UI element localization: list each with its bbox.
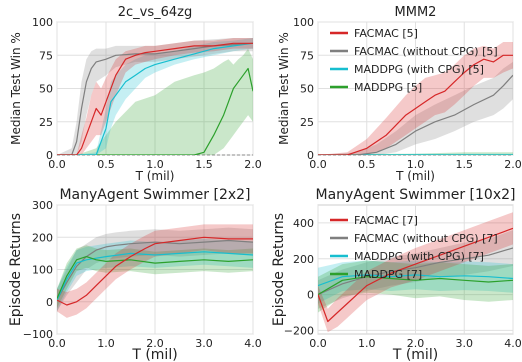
band-facmac	[318, 212, 513, 333]
y-tick-label: 200	[293, 253, 314, 266]
y-tick-label: 0	[46, 149, 53, 162]
x-axis-label: T (mil)	[135, 169, 175, 183]
chart-title: 2c_vs_64zg	[118, 5, 193, 20]
y-tick-label: 400	[293, 217, 314, 230]
series-group	[57, 224, 253, 318]
y-tick-label: 100	[32, 264, 53, 277]
band-maddpg_cpg	[318, 260, 513, 304]
x-axis-label: T (mil)	[131, 347, 177, 362]
x-tick-label: 0.0	[309, 337, 327, 350]
band-facmac	[57, 38, 253, 155]
band-maddpg	[57, 48, 253, 155]
y-tick-label: 50	[39, 83, 53, 96]
y-tick-label: 300	[32, 199, 53, 212]
legend: FACMAC [7] FACMAC (without CPG) [7] MADDPG…	[330, 214, 498, 281]
line-facmac_no_cpg	[57, 239, 253, 301]
y-tick-label: 100	[293, 16, 314, 29]
y-axis-label: Episode Returns	[271, 213, 287, 326]
line-facmac_no_cpg	[318, 247, 513, 296]
legend-label-maddpg_cpg: MADDPG (with CPG) [5]	[354, 63, 484, 76]
legend-label-facmac_no_cpg: FACMAC (without CPG) [5]	[354, 45, 498, 58]
line-maddpg	[57, 256, 253, 299]
line-facmac	[318, 54, 513, 155]
x-tick-label: 4.0	[504, 337, 522, 350]
x-tick-label: 1.0	[146, 158, 164, 171]
x-tick-label: 0.0	[309, 158, 327, 171]
x-tick-label: 0.5	[358, 158, 376, 171]
x-tick-label: 0.0	[48, 158, 66, 171]
x-tick-label: 2.0	[407, 337, 425, 350]
y-tick-label: 75	[39, 49, 53, 62]
panel-2c-vs-64zg: 0.0 0.5 1.0 1.5 2.0 0 25 50 75 100 2c_vs_64zg T (mi…	[9, 5, 262, 183]
x-tick-label: 2.0	[244, 158, 262, 171]
series-group	[57, 38, 253, 155]
band-facmac_no_cpg	[318, 61, 513, 155]
x-tick-label: 2.0	[504, 158, 522, 171]
y-tick-label: 25	[300, 116, 314, 129]
x-tick-label: 2.0	[146, 337, 164, 350]
line-maddpg	[318, 276, 513, 296]
y-tick-label: −100	[23, 328, 53, 341]
x-tick-label: 1.0	[97, 337, 115, 350]
panel-mmm2: 0.0 0.5 1.0 1.5 2.0 0 25 50 75 100 MMM2 T (mil) Medi…	[277, 5, 522, 183]
line-maddpg	[57, 67, 253, 155]
x-tick-label: 1.0	[407, 158, 425, 171]
band-facmac	[57, 224, 253, 318]
x-axis-label: T (mil)	[395, 169, 435, 183]
chart-title: ManyAgent Swimmer [2x2]	[59, 187, 250, 203]
legend-label-facmac: FACMAC [5]	[354, 27, 418, 40]
panel-swimmer-10x2: 0.0 1.0 2.0 3.0 4.0 −200 0 200 400 ManyAgent Swim…	[271, 187, 522, 362]
x-tick-label: 0.0	[48, 337, 66, 350]
legend: FACMAC [5] FACMAC (without CPG) [5] MADDPG…	[330, 27, 498, 94]
y-tick-label: 0	[46, 296, 53, 309]
line-facmac	[57, 236, 253, 306]
line-maddpg_cpg	[57, 251, 253, 301]
legend-label-facmac: FACMAC [7]	[354, 214, 418, 227]
y-tick-label: 25	[39, 116, 53, 129]
line-maddpg_cpg	[57, 42, 253, 155]
band-facmac_no_cpg	[57, 227, 253, 312]
line-facmac	[318, 227, 513, 323]
x-tick-label: 1.5	[195, 158, 213, 171]
legend-label-maddpg_cpg: MADDPG (with CPG) [7]	[354, 250, 484, 263]
y-tick-label: 0	[307, 149, 314, 162]
x-tick-label: 3.0	[195, 337, 213, 350]
x-tick-label: 1.5	[456, 158, 474, 171]
y-axis-label: Median Test Win %	[277, 32, 291, 145]
panel-swimmer-2x2: 0.0 1.0 2.0 3.0 4.0 −100 0 100 200 300 ManyAgent S…	[8, 187, 262, 362]
band-maddpg	[318, 152, 513, 155]
x-tick-label: 1.0	[358, 337, 376, 350]
x-axis-label: T (mil)	[392, 347, 438, 362]
band-facmac	[318, 42, 513, 155]
legend-label-maddpg: MADDPG [5]	[354, 81, 422, 94]
line-facmac_no_cpg	[318, 74, 513, 155]
y-tick-label: 200	[32, 231, 53, 244]
y-tick-label: −200	[284, 324, 314, 337]
y-tick-label: 100	[32, 16, 53, 29]
series-group	[318, 212, 513, 333]
y-axis-label: Median Test Win %	[9, 32, 23, 145]
series-group	[318, 42, 513, 155]
x-tick-label: 4.0	[244, 337, 262, 350]
chart-title: MMM2	[395, 5, 437, 20]
y-tick-label: 75	[300, 49, 314, 62]
chart-title: ManyAgent Swimmer [10x2]	[316, 187, 516, 203]
legend-label-maddpg: MADDPG [7]	[354, 268, 422, 281]
legend-label-facmac_no_cpg: FACMAC (without CPG) [7]	[354, 232, 498, 245]
x-tick-label: 3.0	[456, 337, 474, 350]
y-axis-label: Episode Returns	[8, 213, 24, 326]
line-maddpg_cpg	[318, 274, 513, 287]
band-maddpg	[318, 260, 513, 313]
line-facmac	[57, 42, 253, 155]
y-tick-label: 50	[300, 83, 314, 96]
x-tick-label: 0.5	[97, 158, 115, 171]
band-facmac_no_cpg	[318, 230, 513, 309]
y-tick-label: 0	[307, 289, 314, 302]
band-facmac_no_cpg	[57, 38, 253, 155]
line-facmac_no_cpg	[57, 42, 253, 155]
